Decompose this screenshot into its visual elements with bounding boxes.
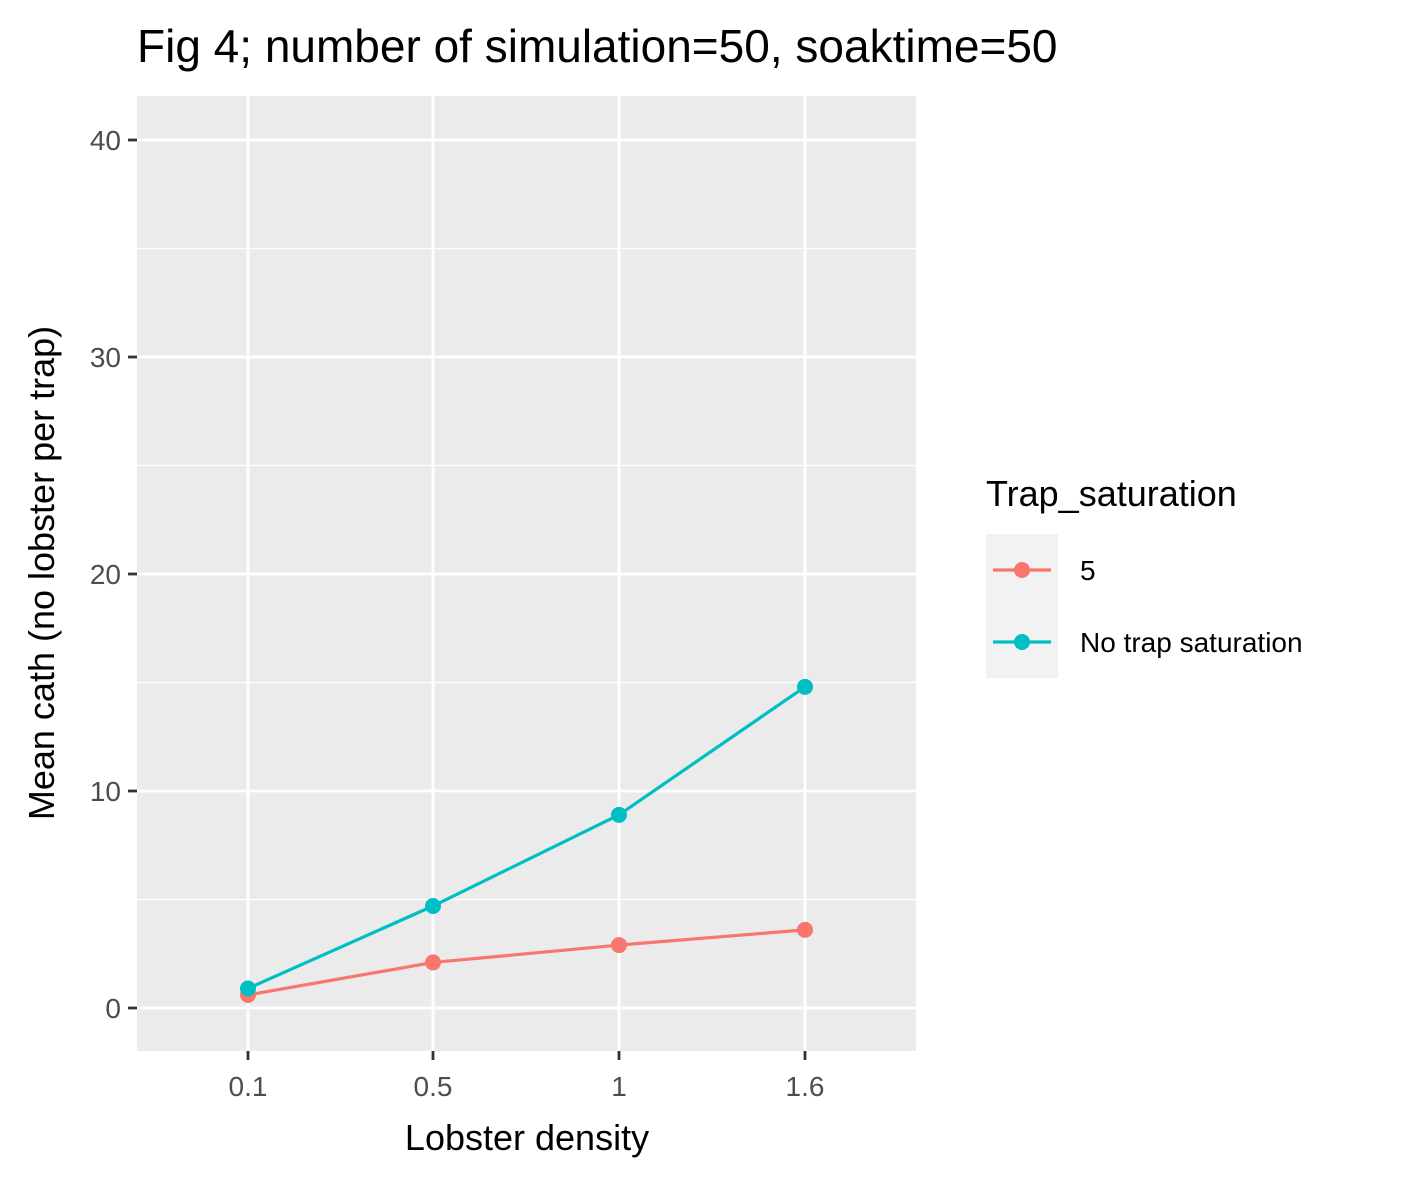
series-0-point <box>611 937 627 954</box>
y-tick-label: 20 <box>90 559 121 590</box>
legend-label: 5 <box>1080 555 1096 586</box>
series-0-point <box>797 921 813 938</box>
x-tick-label: 1.6 <box>786 1071 825 1102</box>
x-axis-title: Lobster density <box>405 1117 649 1158</box>
grid-minor <box>137 247 916 901</box>
legend-title: Trap_saturation <box>986 473 1237 514</box>
y-tick-label: 30 <box>90 342 121 373</box>
series-layer <box>240 678 813 1003</box>
grid-major <box>137 96 916 1051</box>
y-axis-title: Mean cath (no lobster per trap) <box>21 326 62 820</box>
x-tick-label: 0.5 <box>414 1071 453 1102</box>
series-1-point <box>611 806 627 823</box>
x-axis: 0.1 0.5 1 1.6 <box>229 1051 825 1102</box>
legend: Trap_saturation 5 No trap saturation <box>986 473 1303 678</box>
y-tick-label: 40 <box>90 125 121 156</box>
series-0-point <box>425 954 441 971</box>
legend-label: No trap saturation <box>1080 627 1303 658</box>
series-1-point <box>240 980 256 997</box>
legend-key-background <box>986 534 1058 678</box>
y-axis: 0 10 20 30 40 <box>90 125 137 1024</box>
y-tick-label: 0 <box>105 993 121 1024</box>
series-line-1 <box>247 685 806 990</box>
legend-key-point <box>1014 562 1030 578</box>
series-1-point <box>797 678 813 695</box>
legend-key-point <box>1014 634 1030 650</box>
series-line-0 <box>247 928 806 997</box>
x-tick-label: 0.1 <box>229 1071 268 1102</box>
y-tick-label: 10 <box>90 776 121 807</box>
series-1-point <box>425 898 441 915</box>
x-tick-label: 1 <box>611 1071 627 1102</box>
chart-title: Fig 4; number of simulation=50, soaktime… <box>137 20 1058 72</box>
